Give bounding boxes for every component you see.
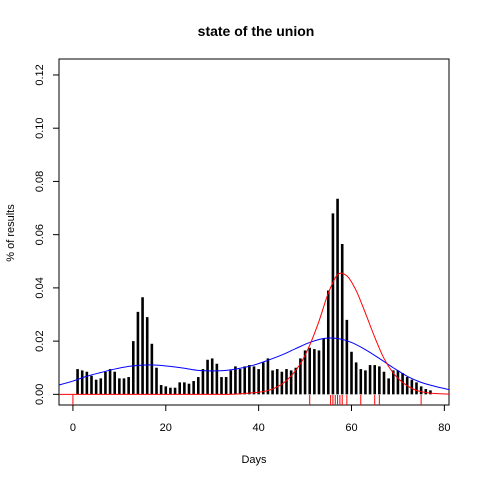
series-line-1	[59, 272, 450, 395]
x-axis-label: Days	[241, 454, 267, 466]
y-tick-label: 0.00	[34, 384, 46, 405]
x-axis: 0 20 40 60 80	[70, 405, 450, 434]
y-tick-label: 0.08	[34, 171, 46, 192]
series-line-0	[58, 337, 450, 391]
y-tick-label: 0.06	[34, 224, 46, 245]
y-tick-label: 0.12	[34, 64, 46, 85]
bars-group	[76, 198, 432, 395]
y-axis: 0.00 0.02 0.04 0.06 0.08 0.10 0.12	[34, 64, 59, 405]
chart-title: state of the union	[198, 23, 315, 39]
plot-frame	[58, 58, 450, 406]
y-axis-label: % of results	[5, 204, 17, 262]
density-lines-group	[58, 272, 450, 395]
y-tick-label: 0.02	[34, 330, 46, 351]
x-tick-label: 20	[160, 422, 172, 434]
rug-group	[72, 395, 422, 405]
y-tick-label: 0.10	[34, 117, 46, 138]
x-tick-label: 80	[438, 422, 450, 434]
x-tick-label: 40	[253, 422, 265, 434]
x-tick-label: 60	[345, 422, 357, 434]
y-tick-label: 0.04	[34, 277, 46, 298]
x-tick-label: 0	[70, 422, 76, 434]
